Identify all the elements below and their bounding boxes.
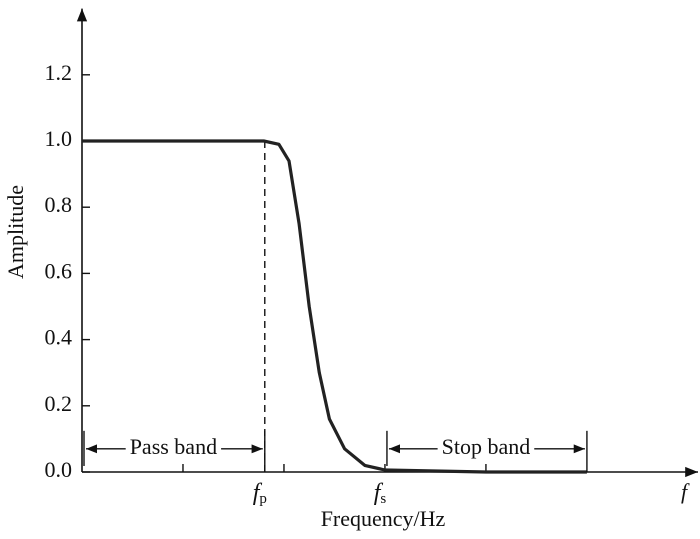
marker-label: fs (374, 480, 387, 508)
response-curve (82, 139, 587, 474)
marker-symbol: f (374, 480, 384, 506)
band-label: Stop band (442, 434, 531, 459)
x-axis-label: Frequency/Hz (321, 506, 446, 531)
y-tick-label: 1.0 (45, 126, 73, 151)
y-tick-label: 0.6 (45, 258, 73, 283)
y-tick-label: 0.2 (45, 391, 73, 416)
y-axis-label: Amplitude (3, 185, 28, 279)
y-tick-label: 1.2 (45, 60, 73, 85)
marker-symbol: f (253, 480, 263, 506)
marker-subscript: s (380, 491, 386, 507)
marker-label: fp (253, 480, 267, 508)
y-tick-label: 0.4 (45, 325, 73, 350)
x-axis-symbol: f (681, 479, 690, 504)
band-label: Pass band (130, 434, 217, 459)
y-tick-label: 0.0 (45, 457, 73, 482)
marker-subscript: p (259, 491, 267, 507)
y-tick-label: 0.8 (45, 192, 73, 217)
